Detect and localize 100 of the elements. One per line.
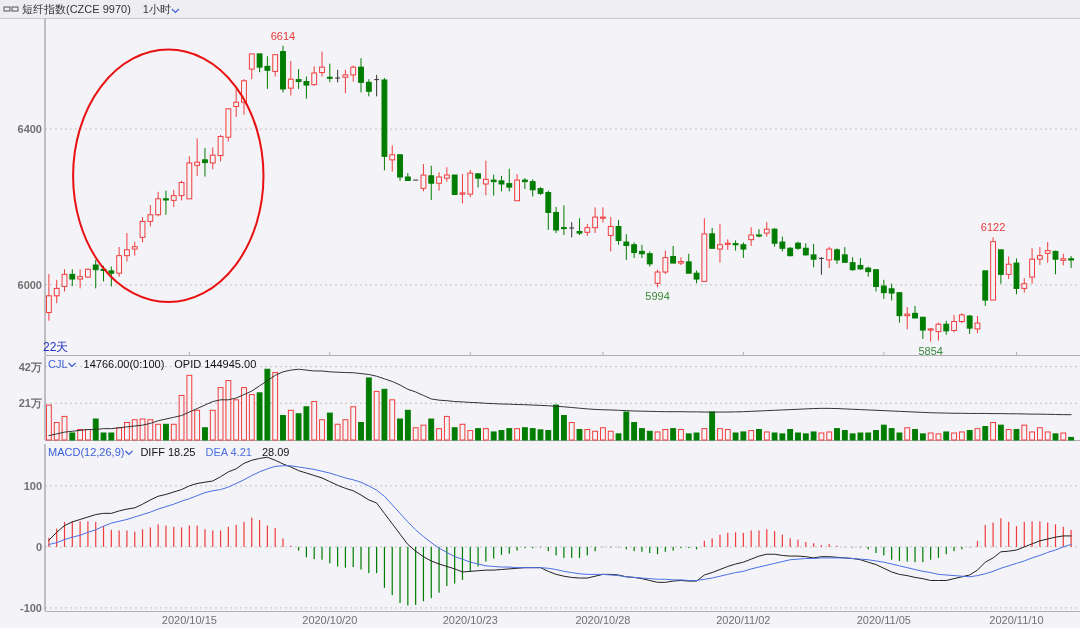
bar — [163, 423, 169, 441]
bar — [670, 428, 677, 441]
bar — [576, 429, 583, 441]
bar — [584, 429, 591, 441]
candlestick — [233, 88, 240, 118]
y-tick-label: 21万 — [18, 397, 42, 410]
candlestick — [756, 228, 762, 238]
bar — [646, 430, 653, 441]
candlestick — [717, 223, 723, 264]
candlestick — [116, 246, 123, 278]
bar — [373, 390, 380, 441]
candlestick — [248, 53, 255, 80]
candlestick — [155, 191, 162, 217]
bar — [451, 427, 458, 441]
bar — [958, 431, 965, 441]
bar — [701, 428, 708, 441]
candlestick — [514, 173, 520, 202]
bar — [826, 431, 833, 441]
candlestick — [615, 219, 622, 246]
bar — [69, 432, 76, 441]
bar — [560, 415, 567, 441]
candlestick — [311, 65, 318, 87]
candlestick — [1036, 246, 1043, 266]
bar — [381, 388, 388, 441]
bar — [787, 429, 794, 441]
bar — [389, 399, 396, 441]
candlestick — [560, 204, 567, 236]
x-tick-label: 2020/11/02 — [716, 614, 771, 626]
bar — [194, 409, 201, 441]
bar — [678, 429, 684, 441]
y-tick-label: 6400 — [17, 123, 42, 136]
bar — [319, 419, 325, 441]
bar — [521, 427, 528, 441]
bar — [607, 430, 614, 441]
annotation: 6614 — [270, 29, 296, 42]
candlestick — [1044, 241, 1051, 264]
bar — [482, 428, 489, 441]
candlestick — [319, 51, 325, 77]
bar — [592, 430, 599, 441]
bar — [880, 424, 887, 441]
bar — [997, 424, 1004, 441]
bar — [568, 422, 575, 441]
candlestick — [678, 256, 684, 266]
candlestick — [420, 163, 427, 192]
candlestick — [373, 74, 380, 97]
candlestick — [124, 232, 130, 263]
candlestick — [451, 174, 458, 196]
legend-title: CJL — [48, 358, 68, 370]
bar — [631, 422, 638, 441]
bar — [428, 418, 435, 441]
candlestick — [639, 244, 645, 259]
bar — [404, 409, 411, 441]
candlestick — [709, 227, 716, 249]
annotation: 6122 — [980, 221, 1006, 234]
candlestick — [873, 269, 879, 293]
candlestick — [880, 279, 887, 300]
bar — [85, 429, 91, 441]
candlestick — [748, 226, 755, 247]
candlestick — [287, 60, 294, 97]
chart-subtitle: 1小时 — [142, 3, 171, 15]
x-tick-label: 2020/10/20 — [302, 614, 358, 626]
bar — [365, 377, 372, 441]
bar — [350, 406, 357, 441]
bar — [951, 432, 957, 441]
bar — [475, 428, 481, 441]
bar — [155, 423, 162, 441]
candlestick — [61, 268, 68, 293]
bar — [272, 372, 279, 441]
bar — [1029, 431, 1035, 441]
bar — [982, 426, 989, 441]
bar — [865, 432, 872, 441]
candlestick — [826, 246, 833, 269]
candlestick — [623, 233, 630, 261]
y-tick-label: 42万 — [18, 360, 42, 373]
bar — [202, 427, 208, 441]
bar — [919, 433, 926, 441]
bar — [280, 415, 286, 441]
annotation: 5994 — [645, 290, 670, 303]
bar — [1005, 429, 1012, 441]
annotation: 14766.00(0:100) — [83, 358, 165, 370]
candlestick — [428, 165, 435, 201]
bar — [1044, 431, 1051, 441]
candlestick — [77, 268, 84, 289]
candlestick — [818, 256, 825, 276]
y-tick-label: 0 — [35, 540, 42, 553]
candlestick — [326, 63, 333, 83]
bar — [795, 432, 801, 441]
bar — [802, 433, 809, 441]
x-tick-label: 2020/11/05 — [856, 614, 911, 626]
bar — [912, 429, 918, 441]
y-tick-label: -100 — [19, 601, 42, 614]
candlestick — [919, 316, 926, 340]
bar — [763, 431, 770, 441]
y-tick-label: 100 — [23, 479, 42, 492]
bar — [904, 427, 911, 441]
bar — [248, 394, 255, 441]
bar — [514, 428, 520, 441]
line-series — [48, 368, 1072, 437]
candlestick — [272, 54, 279, 77]
bar — [45, 404, 52, 441]
